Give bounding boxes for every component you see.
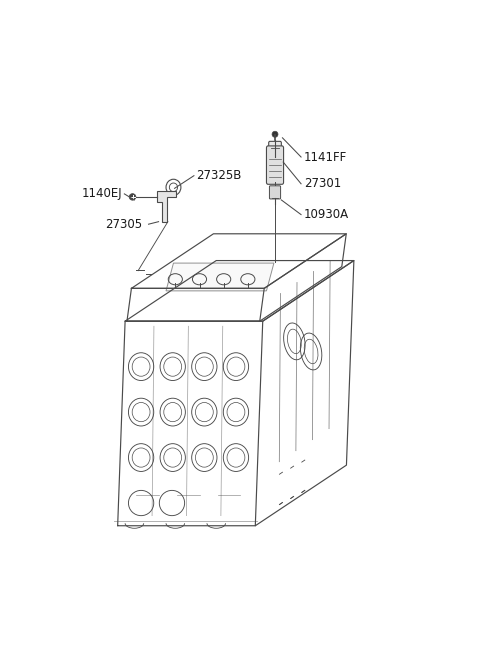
Text: 10930A: 10930A — [304, 208, 349, 221]
Polygon shape — [166, 263, 274, 291]
FancyBboxPatch shape — [269, 186, 281, 199]
Text: 1141FF: 1141FF — [304, 150, 347, 163]
Ellipse shape — [129, 194, 136, 200]
Polygon shape — [156, 192, 176, 222]
Ellipse shape — [272, 131, 278, 137]
Text: 1140EJ: 1140EJ — [82, 188, 122, 200]
FancyBboxPatch shape — [269, 141, 281, 159]
Text: 27301: 27301 — [304, 177, 341, 190]
Text: 27325B: 27325B — [196, 169, 241, 182]
FancyBboxPatch shape — [266, 146, 284, 184]
Text: 27305: 27305 — [105, 218, 142, 231]
